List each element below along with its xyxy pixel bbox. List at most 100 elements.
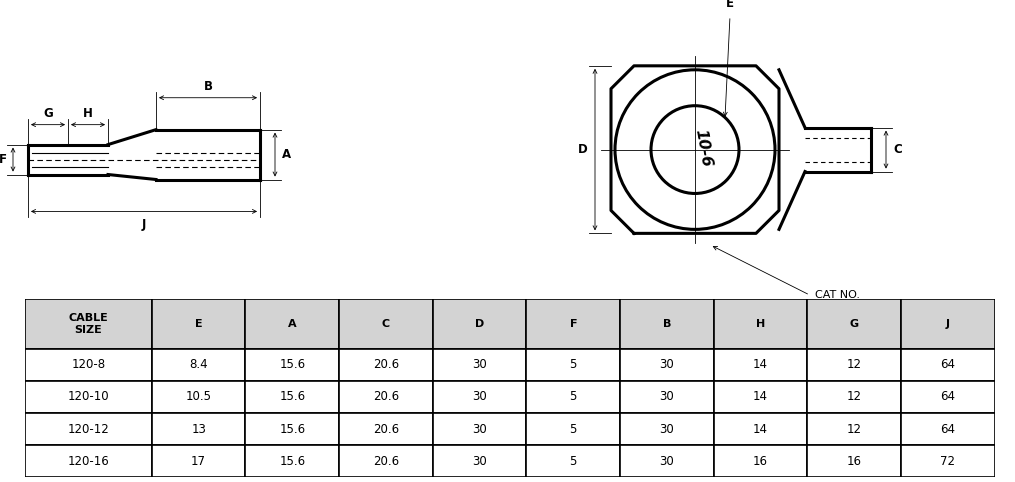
Text: A: A [288,319,296,329]
Bar [807,299,901,349]
Text: 64: 64 [940,358,955,371]
Text: 120-10: 120-10 [68,390,110,403]
Text: CABLE
SIZE: CABLE SIZE [69,313,109,335]
Bar [246,413,339,445]
Text: F: F [0,153,7,166]
Text: G: G [850,319,859,329]
Bar [246,381,339,413]
Bar [246,445,339,477]
Text: 20.6: 20.6 [373,358,399,371]
Bar [432,445,527,477]
Bar [714,445,807,477]
Bar [25,445,152,477]
Text: 20.6: 20.6 [373,455,399,468]
Text: 15.6: 15.6 [279,423,306,436]
Text: 12: 12 [847,423,862,436]
Text: 30: 30 [660,358,674,371]
Bar [901,381,995,413]
Bar [339,445,432,477]
Text: 14: 14 [753,423,768,436]
Bar [620,349,714,381]
Text: 16: 16 [753,455,768,468]
Bar [246,299,339,349]
Bar [25,299,152,349]
Text: 17: 17 [191,455,206,468]
Text: H: H [756,319,765,329]
Text: 5: 5 [569,423,577,436]
Bar [807,413,901,445]
Text: 120-16: 120-16 [68,455,110,468]
Text: 15.6: 15.6 [279,455,306,468]
Text: D: D [579,143,588,156]
Text: J: J [142,218,146,231]
Text: 12: 12 [847,358,862,371]
Bar [432,299,527,349]
Text: 14: 14 [753,390,768,403]
Text: 13: 13 [191,423,206,436]
Text: 12: 12 [847,390,862,403]
Bar [152,445,246,477]
Bar [620,445,714,477]
Bar [152,381,246,413]
Text: 30: 30 [472,455,487,468]
Bar [714,381,807,413]
Bar [432,413,527,445]
Bar [527,413,620,445]
Text: 30: 30 [660,390,674,403]
Text: 72: 72 [940,455,955,468]
Text: 15.6: 15.6 [279,390,306,403]
Text: 15.6: 15.6 [279,358,306,371]
Text: 64: 64 [940,390,955,403]
Text: 30: 30 [660,455,674,468]
Text: 5: 5 [569,358,577,371]
Text: A: A [282,148,291,161]
Text: 30: 30 [660,423,674,436]
Bar [152,349,246,381]
Bar [901,413,995,445]
Bar [527,349,620,381]
Bar [152,299,246,349]
Bar [901,299,995,349]
Bar [714,413,807,445]
Bar [339,299,432,349]
Text: 64: 64 [940,423,955,436]
Bar [714,299,807,349]
Text: G: G [43,107,53,120]
Bar [339,413,432,445]
Text: 30: 30 [472,423,487,436]
Bar [25,349,152,381]
Bar [620,299,714,349]
Bar [807,349,901,381]
Bar [901,445,995,477]
Text: E: E [726,0,734,10]
Text: B: B [663,319,671,329]
Text: C: C [382,319,390,329]
Bar [432,349,527,381]
Bar [620,413,714,445]
Text: J: J [946,319,950,329]
Text: 10-6: 10-6 [692,127,714,168]
Text: 20.6: 20.6 [373,423,399,436]
Bar [25,381,152,413]
Bar [152,413,246,445]
Text: D: D [475,319,484,329]
Text: 10.5: 10.5 [186,390,212,403]
Text: H: H [83,107,93,120]
Bar [246,349,339,381]
Text: CAT NO.: CAT NO. [815,290,860,300]
Bar [807,381,901,413]
Text: 14: 14 [753,358,768,371]
Text: 5: 5 [569,455,577,468]
Text: E: E [195,319,202,329]
Text: 120-8: 120-8 [71,358,106,371]
Bar [901,349,995,381]
Text: 8.4: 8.4 [190,358,208,371]
Bar [25,413,152,445]
Text: F: F [569,319,577,329]
Bar [620,381,714,413]
Bar [714,349,807,381]
Text: 16: 16 [847,455,862,468]
Bar [527,299,620,349]
Bar [807,445,901,477]
Text: B: B [203,80,212,93]
